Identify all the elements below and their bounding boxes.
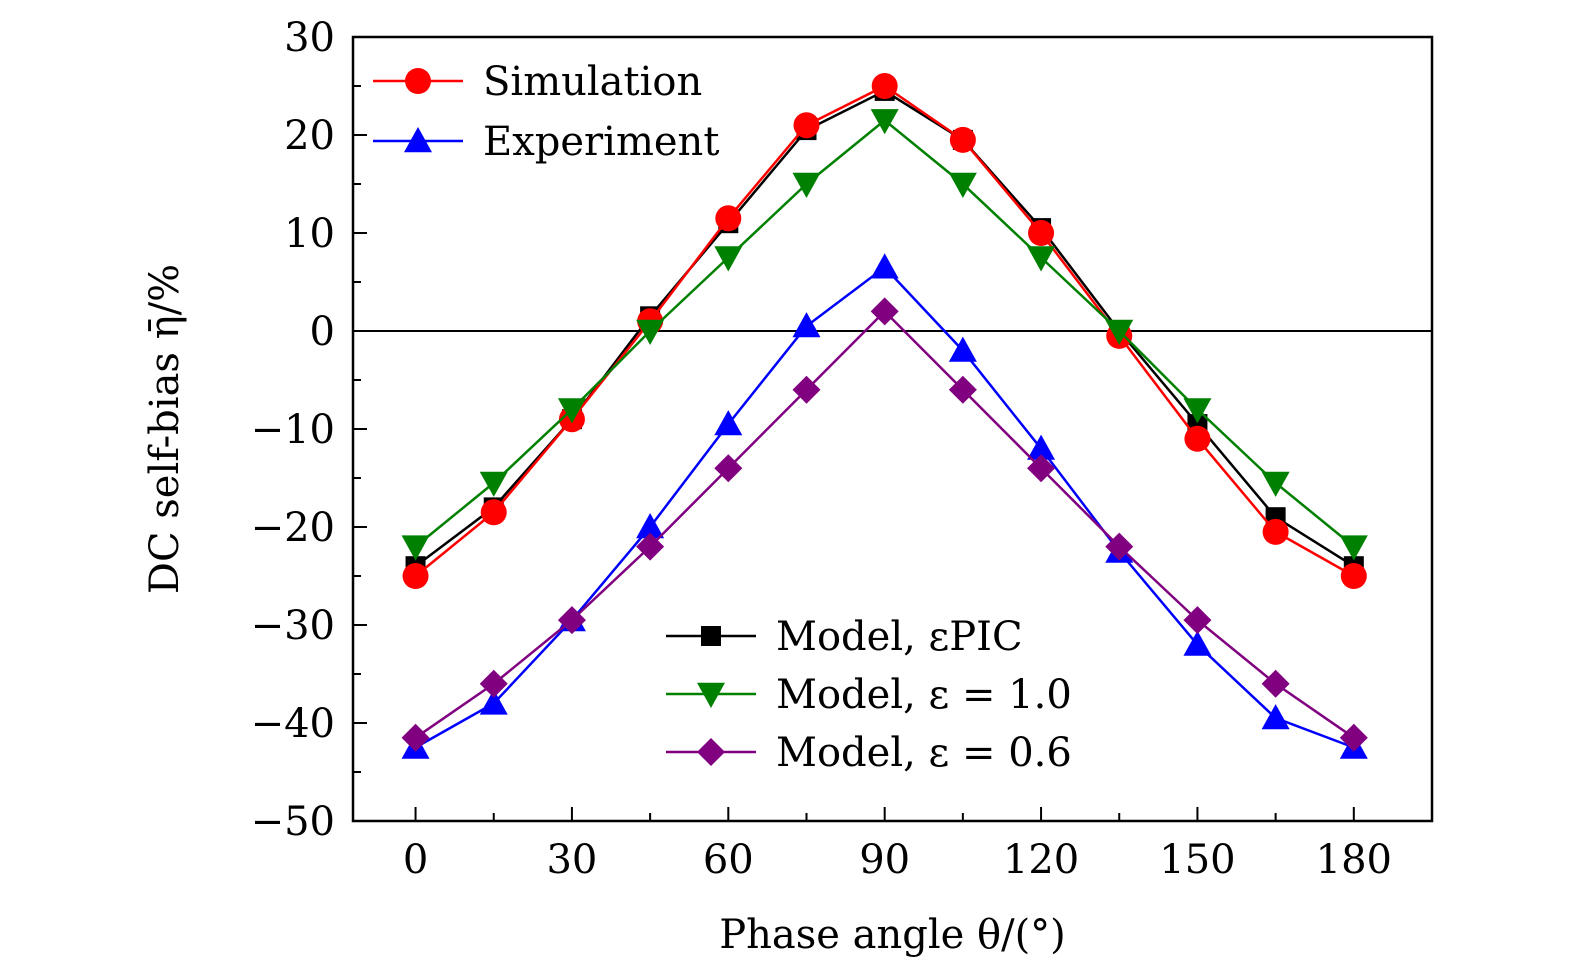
- legend-label: Experiment: [483, 119, 719, 165]
- legend-marker: [405, 68, 431, 94]
- legend-label: Model, ε = 1.0: [776, 672, 1072, 718]
- series-layer: [401, 73, 1368, 759]
- data-point: [792, 375, 821, 404]
- data-point: [1261, 669, 1290, 698]
- data-point: [1105, 319, 1134, 345]
- y-tick-label: −50: [251, 799, 335, 845]
- data-point: [949, 126, 976, 153]
- legend-marker: [697, 738, 725, 766]
- tick-labels: 0 30 60 90 120 150 180 −50 −40 −30 −20 −10 0 10 20 30: [251, 15, 1392, 883]
- legend-label: Model, εPIC: [776, 614, 1023, 660]
- legend-marker: [701, 626, 721, 646]
- series-4: [401, 297, 1368, 752]
- legend-label: Model, ε = 0.6: [776, 730, 1072, 776]
- data-point: [715, 205, 742, 232]
- data-point: [1027, 246, 1056, 272]
- data-point: [870, 253, 899, 279]
- y-axis-label: DC self-bias η̄/%: [142, 264, 188, 594]
- data-point: [871, 73, 898, 99]
- data-point: [793, 112, 820, 139]
- data-point: [714, 454, 743, 483]
- data-point: [1340, 563, 1367, 589]
- data-point: [480, 499, 507, 526]
- data-point: [948, 375, 977, 404]
- data-point: [1028, 220, 1055, 246]
- x-tick-label: 30: [546, 837, 597, 883]
- data-point: [1184, 425, 1211, 452]
- data-point: [1339, 723, 1368, 752]
- data-point: [479, 471, 508, 497]
- data-point: [792, 172, 821, 198]
- data-point: [557, 398, 586, 424]
- series-2: [401, 109, 1368, 561]
- x-tick-label: 180: [1316, 837, 1392, 883]
- legend-label: Simulation: [483, 59, 702, 105]
- data-point: [402, 563, 429, 589]
- legend-marker: [404, 127, 432, 153]
- data-point: [1027, 434, 1056, 460]
- data-point: [1262, 518, 1289, 545]
- data-point: [870, 297, 899, 326]
- data-point: [1261, 471, 1290, 497]
- data-point: [557, 606, 586, 635]
- legend-item: Model, εPIC: [666, 614, 1023, 660]
- plot-frame: [351, 35, 1434, 823]
- y-tick-label: −40: [251, 701, 335, 747]
- data-point: [1183, 630, 1212, 656]
- y-tick-label: 30: [284, 15, 335, 61]
- x-tick-label: 0: [403, 837, 428, 883]
- legend-bottom-right: Model, εPIC Model, ε = 1.0 Model, ε = 0.6: [666, 614, 1072, 776]
- x-tick-label: 90: [859, 837, 910, 883]
- data-point: [636, 319, 665, 345]
- data-point: [948, 336, 977, 362]
- x-tick-label: 60: [703, 837, 754, 883]
- legend-item: Model, ε = 1.0: [666, 672, 1072, 718]
- data-point: [714, 410, 743, 436]
- y-tick-label: 20: [284, 113, 335, 159]
- x-axis-label: Phase angle θ/(°): [719, 912, 1066, 958]
- y-tick-label: −20: [251, 505, 335, 551]
- x-tick-label: 150: [1159, 837, 1235, 883]
- legend-item: Model, ε = 0.6: [666, 730, 1072, 776]
- data-point: [1105, 532, 1134, 561]
- y-tick-label: 10: [284, 211, 335, 257]
- y-tick-label: −30: [251, 603, 335, 649]
- series-line: [414, 118, 1355, 548]
- data-point: [401, 723, 430, 752]
- data-point: [479, 669, 508, 698]
- data-point: [714, 246, 743, 272]
- data-point: [636, 532, 665, 561]
- data-point: [479, 689, 508, 715]
- y-tick-label: 0: [310, 309, 335, 355]
- data-point: [792, 312, 821, 338]
- data-point: [636, 513, 665, 539]
- y-tick-label: −10: [251, 407, 335, 453]
- x-tick-label: 120: [1003, 837, 1079, 883]
- legend-item: Experiment: [373, 119, 719, 165]
- data-point: [1183, 606, 1212, 635]
- legend-top-left: Simulation Experiment: [373, 59, 719, 165]
- data-point: [1339, 535, 1368, 561]
- legend-marker: [697, 682, 725, 708]
- legend-item: Simulation: [373, 59, 702, 105]
- data-point: [948, 172, 977, 198]
- data-point: [1261, 704, 1290, 730]
- data-point: [1183, 398, 1212, 424]
- data-point: [1027, 454, 1056, 483]
- data-point: [870, 109, 899, 135]
- data-point: [401, 535, 430, 561]
